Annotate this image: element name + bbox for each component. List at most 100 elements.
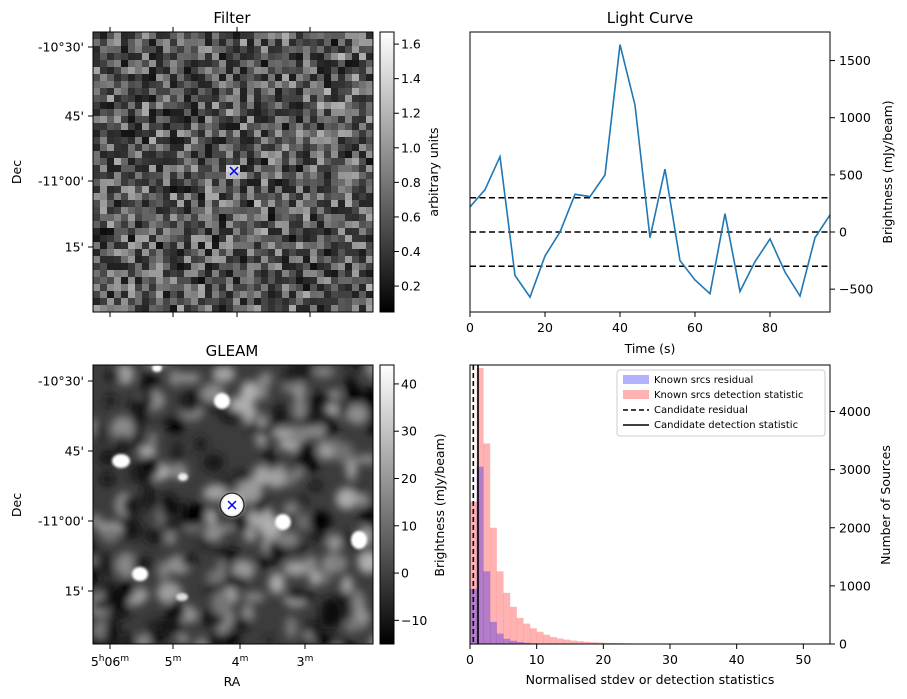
filter-pixel (310, 277, 318, 285)
filter-pixel (247, 179, 255, 187)
filter-pixel (198, 151, 206, 159)
filter-pixel (205, 221, 213, 229)
filter-pixel (128, 172, 136, 180)
gleam-noise-blob (223, 575, 248, 588)
filter-pixel (317, 284, 325, 292)
filter-pixel (128, 165, 136, 173)
filter-pixel (184, 67, 192, 75)
filter-pixel (149, 186, 157, 194)
filter-pixel (345, 39, 353, 47)
filter-pixel (233, 228, 241, 236)
filter-pixel (142, 39, 150, 47)
filter-pixel (170, 200, 178, 208)
filter-pixel (156, 165, 164, 173)
filter-pixel (324, 186, 332, 194)
filter-pixel (100, 186, 108, 194)
filter-pixel (240, 200, 248, 208)
histogram-candidate-lines (472, 365, 479, 644)
filter-pixel (135, 270, 143, 278)
filter-pixel (359, 214, 367, 222)
filter-pixel (254, 144, 262, 152)
filter-pixel (205, 151, 213, 159)
filter-pixel (282, 116, 290, 124)
filter-pixel (205, 207, 213, 215)
filter-pixel (198, 270, 206, 278)
filter-pixel (191, 207, 199, 215)
filter-pixel (317, 214, 325, 222)
filter-pixel (219, 305, 227, 313)
filter-pixel (268, 284, 276, 292)
filter-pixel (254, 46, 262, 54)
filter-pixel (282, 270, 290, 278)
filter-pixel (261, 74, 269, 82)
filter-pixel (163, 67, 171, 75)
filter-pixel (156, 151, 164, 159)
filter-pixel (240, 235, 248, 243)
filter-pixel (289, 235, 297, 243)
filter-pixel (226, 221, 234, 229)
filter-pixel (114, 39, 122, 47)
filter-pixel (254, 207, 262, 215)
filter-pixel (261, 270, 269, 278)
filter-pixel (240, 123, 248, 131)
filter-pixel (268, 116, 276, 124)
filter-pixel (268, 109, 276, 117)
filter-pixel (135, 186, 143, 194)
filter-pixel (191, 179, 199, 187)
filter-pixel (303, 158, 311, 166)
filter-pixel (310, 221, 318, 229)
filter-pixel (226, 228, 234, 236)
filter-pixel (219, 151, 227, 159)
filter-pixel (184, 102, 192, 110)
filter-pixel (212, 39, 220, 47)
filter-pixel (247, 102, 255, 110)
filter-pixel (198, 249, 206, 257)
filter-pixel (198, 95, 206, 103)
filter-pixel (366, 81, 374, 89)
filter-pixel (107, 193, 115, 201)
legend-swatch-detection (623, 390, 649, 399)
filter-pixel (93, 186, 101, 194)
filter-pixel (317, 60, 325, 68)
filter-pixel (303, 130, 311, 138)
filter-ytick-label: 45' (65, 109, 84, 124)
detection-bar (556, 638, 564, 644)
histogram-xtick-label: 10 (529, 652, 545, 667)
gleam-noise-blob (189, 387, 200, 412)
filter-pixel (142, 193, 150, 201)
gleam-noise-blob (176, 634, 189, 644)
gleam-noise-blob (168, 369, 183, 387)
filter-pixel (107, 277, 115, 285)
filter-pixel (135, 137, 143, 145)
filter-pixel (93, 137, 101, 145)
filter-pixel (191, 158, 199, 166)
filter-pixel (149, 291, 157, 299)
gleam-ytick-label: -11°00' (38, 514, 84, 529)
filter-pixel (331, 277, 339, 285)
gleam-noise-blob (357, 551, 373, 574)
filter-pixel (296, 67, 304, 75)
filter-pixel (303, 284, 311, 292)
filter-pixel (331, 67, 339, 75)
filter-pixel (289, 298, 297, 306)
filter-pixel (303, 46, 311, 54)
filter-pixel (170, 249, 178, 257)
filter-pixel (149, 137, 157, 145)
filter-pixel (198, 109, 206, 117)
filter-pixel (247, 186, 255, 194)
filter-pixel (233, 256, 241, 264)
filter-pixel (331, 235, 339, 243)
filter-pixel (296, 158, 304, 166)
filter-pixel (100, 179, 108, 187)
filter-pixel (219, 165, 227, 173)
lightcurve-xtick-label: 40 (612, 320, 628, 335)
filter-pixel (247, 95, 255, 103)
filter-pixel (240, 221, 248, 229)
filter-pixel (170, 291, 178, 299)
filter-pixel (366, 88, 374, 96)
gleam-noise-blob (287, 365, 313, 382)
filter-pixel (254, 298, 262, 306)
filter-pixel (128, 235, 136, 243)
filter-pixel (142, 88, 150, 96)
